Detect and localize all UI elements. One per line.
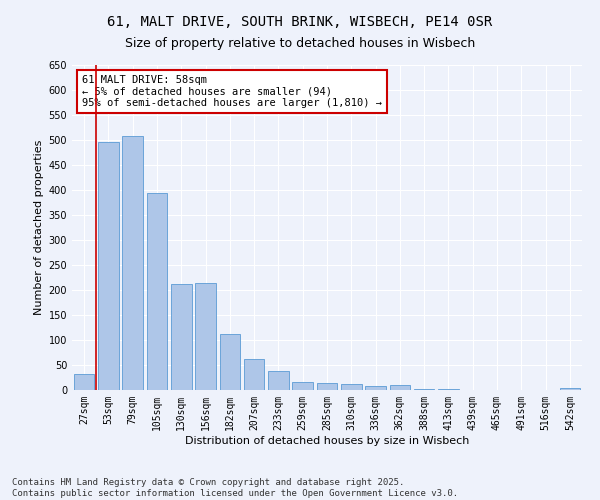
Text: Size of property relative to detached houses in Wisbech: Size of property relative to detached ho… xyxy=(125,38,475,51)
Bar xyxy=(389,385,410,390)
Bar xyxy=(171,284,191,390)
Bar xyxy=(268,370,289,390)
Bar xyxy=(195,283,216,390)
X-axis label: Distribution of detached houses by size in Wisbech: Distribution of detached houses by size … xyxy=(185,436,469,446)
Text: 61, MALT DRIVE, SOUTH BRINK, WISBECH, PE14 0SR: 61, MALT DRIVE, SOUTH BRINK, WISBECH, PE… xyxy=(107,15,493,29)
Bar xyxy=(74,374,94,390)
Bar xyxy=(317,383,337,390)
Y-axis label: Number of detached properties: Number of detached properties xyxy=(34,140,44,315)
Bar xyxy=(560,388,580,390)
Bar xyxy=(414,388,434,390)
Bar xyxy=(122,136,143,390)
Bar xyxy=(220,334,240,390)
Bar xyxy=(292,382,313,390)
Text: Contains HM Land Registry data © Crown copyright and database right 2025.
Contai: Contains HM Land Registry data © Crown c… xyxy=(12,478,458,498)
Bar xyxy=(146,192,167,390)
Bar xyxy=(438,388,459,390)
Bar xyxy=(341,384,362,390)
Bar xyxy=(244,359,265,390)
Bar xyxy=(365,386,386,390)
Bar xyxy=(98,142,119,390)
Text: 61 MALT DRIVE: 58sqm
← 5% of detached houses are smaller (94)
95% of semi-detach: 61 MALT DRIVE: 58sqm ← 5% of detached ho… xyxy=(82,74,382,108)
